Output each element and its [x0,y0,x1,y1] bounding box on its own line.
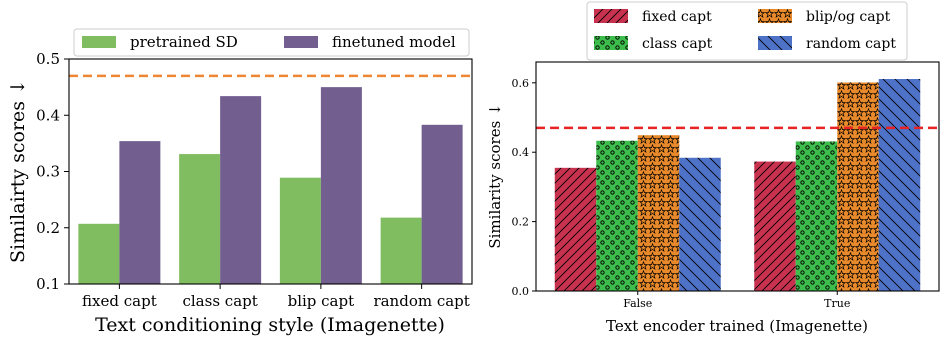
legend-label-finetuned: finetuned model [332,33,456,51]
right-bar-blip-0 [637,135,680,291]
left-bar-finetuned-0 [119,141,161,284]
left-legend-frame [73,28,470,57]
left-y-tick-label: 0.5 [36,50,60,68]
legend-label-fixed: fixed capt [642,9,712,25]
right-bars [554,79,921,291]
right-bar-random-1 [878,79,921,291]
left-y-tick-label: 0.3 [36,163,60,181]
right-legend-frame [586,1,908,61]
right-bar-fixed-1 [754,161,796,291]
left-y-tick-label: 0.2 [36,219,60,237]
right-y-tick-label: 0.0 [512,285,530,298]
legend-label-blip: blip/og capt [806,9,891,25]
left-legend: pretrained SD finetuned model [73,28,470,57]
left-x-axis-label: Text conditioning style (Imagenette) [95,314,445,336]
right-axes-frame [535,61,940,292]
legend-swatch-class [594,36,628,50]
right-x-axis-label: Text encoder trained (Imagenette) [606,317,868,335]
left-y-tick-label: 0.4 [36,106,60,124]
legend-swatch-random [758,36,792,50]
left-bar-pretrained-0 [78,223,120,284]
legend-label-pretrained: pretrained SD [130,33,238,51]
left-y-axis-label: Similairty scores ↓ [7,79,29,263]
right-legend: fixed capt class capt blip/og capt rando… [586,1,908,61]
left-bar-pretrained-3 [380,217,422,284]
legend-label-random: random capt [806,36,896,52]
left-x-tick-label: class capt [182,292,257,310]
left-bars [78,87,463,284]
right-x-tick-label: False [623,297,652,310]
right-y-axis-label: Similarity scores ↓ [486,103,504,248]
right-x-tick-label: True [824,297,850,310]
right-chart: 0.0 0.2 0.4 0.6 False True Text encoder trai… [486,1,940,335]
left-bar-pretrained-1 [179,154,221,284]
right-y-tick-label: 0.6 [512,77,530,90]
left-bar-finetuned-1 [220,96,262,284]
right-bar-fixed-0 [554,167,597,291]
left-bar-finetuned-3 [421,124,463,284]
left-y-ticks: 0.1 0.2 0.3 0.4 0.5 [36,50,69,293]
legend-swatch-pretrained [82,36,116,48]
right-y-tick-label: 0.4 [512,146,530,159]
left-x-ticks: fixed capt class capt blip capt random capt [82,284,470,310]
right-bar-class-1 [795,141,838,291]
left-x-tick-label: random capt [373,292,469,310]
right-bar-blip-1 [837,82,879,291]
left-bar-finetuned-2 [320,87,362,284]
left-chart: 0.1 0.2 0.3 0.4 0.5 fixed capt class capt blip… [7,28,473,336]
right-bar-class-0 [596,140,638,291]
left-bar-pretrained-2 [279,177,321,284]
left-x-tick-label: fixed capt [82,292,157,310]
legend-swatch-fixed [594,9,628,23]
legend-label-class: class capt [642,36,713,52]
legend-swatch-blip [758,9,792,23]
left-y-tick-label: 0.1 [36,275,60,293]
right-x-ticks: False True [623,291,850,310]
legend-swatch-finetuned [284,36,318,48]
right-y-ticks: 0.0 0.2 0.4 0.6 [512,77,536,298]
left-x-tick-label: blip capt [288,292,355,310]
right-bar-random-0 [679,157,721,291]
right-y-tick-label: 0.2 [512,216,530,229]
